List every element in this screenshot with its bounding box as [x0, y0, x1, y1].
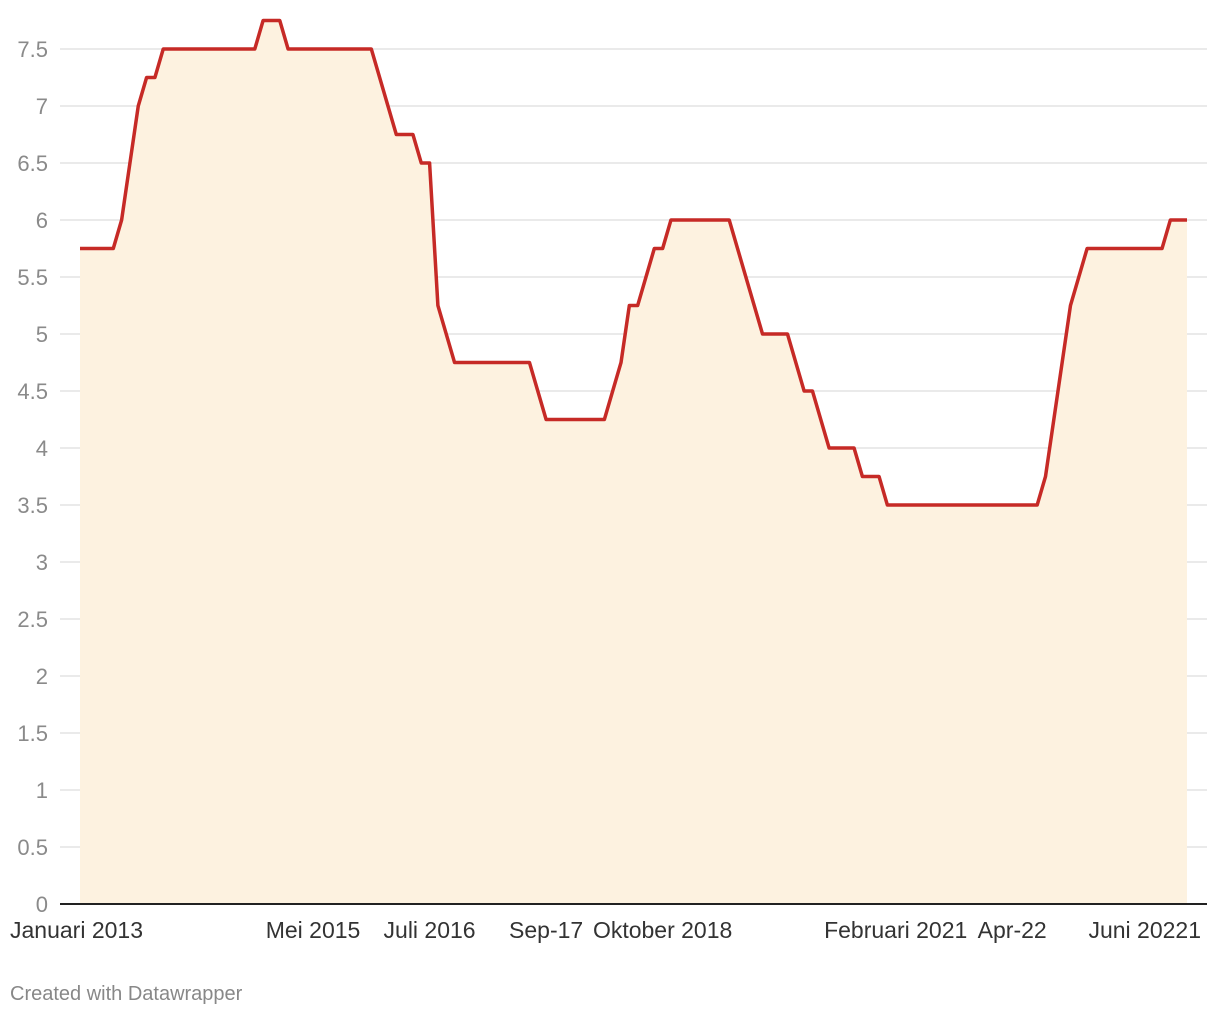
- y-tick-label: 3: [36, 550, 48, 575]
- y-tick-label: 0.5: [17, 835, 48, 860]
- y-tick-label: 1: [36, 778, 48, 803]
- x-tick-label: Sep-17: [509, 917, 583, 943]
- series-line: [80, 18, 1187, 507]
- x-axis-tick-labels: Januari 2013 Mei 2015 Juli 2016 Sep-17 Oktob…: [10, 917, 1201, 943]
- y-tick-label: 7: [36, 94, 48, 119]
- x-tick-label: Apr-22: [978, 917, 1047, 943]
- y-tick-label: 5.5: [17, 265, 48, 290]
- x-tick-label: Oktober 2018: [593, 917, 732, 943]
- y-tick-label: 6: [36, 208, 48, 233]
- x-tick-label: Februari 2021: [824, 917, 967, 943]
- y-tick-label: 2: [36, 664, 48, 689]
- y-tick-label: 5: [36, 322, 48, 347]
- y-tick-label: 6.5: [17, 151, 48, 176]
- x-tick-label: Juni 20221: [1088, 917, 1201, 943]
- area-fill: [80, 20, 1187, 904]
- x-tick-label: Januari 2013: [10, 917, 143, 943]
- y-tick-label: 3.5: [17, 493, 48, 518]
- y-axis-tick-labels: 0 0.5 1 1.5 2 2.5 3 3.5 4 4.5 5 5.5 6 6.5 7 7.5: [17, 37, 48, 917]
- y-tick-label: 2.5: [17, 607, 48, 632]
- datawrapper-credit: Created with Datawrapper: [10, 983, 243, 1005]
- x-tick-label: Juli 2016: [384, 917, 476, 943]
- y-tick-label: 0: [36, 892, 48, 917]
- x-tick-label: Mei 2015: [266, 917, 361, 943]
- y-tick-label: 4: [36, 436, 48, 461]
- y-tick-label: 1.5: [17, 721, 48, 746]
- y-tick-label: 7.5: [17, 37, 48, 62]
- rate-area-chart: 0 0.5 1 1.5 2 2.5 3 3.5 4 4.5 5 5.5 6 6.5 7 7.5 Januari…: [10, 18, 1207, 943]
- y-tick-label: 4.5: [17, 379, 48, 404]
